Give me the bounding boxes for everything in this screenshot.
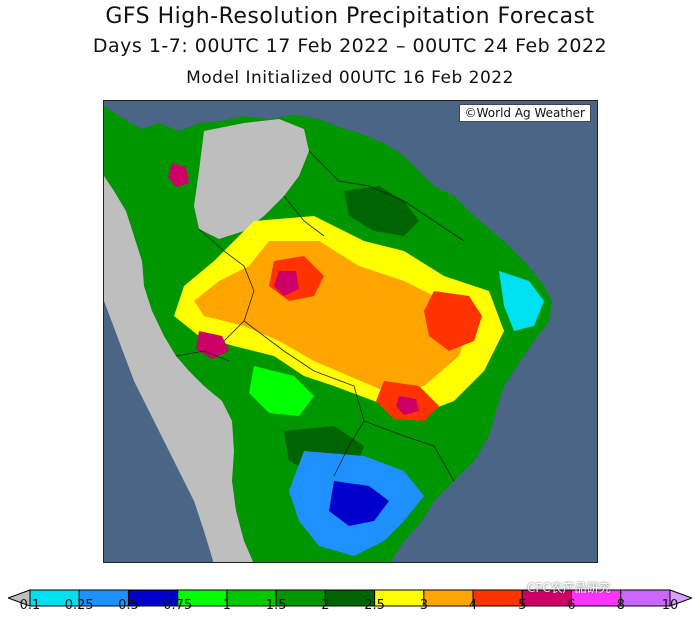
color-scale-tick-label: 2 xyxy=(321,598,330,613)
rain-magenta-west xyxy=(196,331,229,359)
country-borders xyxy=(175,150,465,482)
color-scale-bar xyxy=(8,589,692,607)
color-scale-tick-label: 6 xyxy=(567,598,576,613)
rain-red-northeast xyxy=(424,291,482,351)
color-scale-tick-label: 4 xyxy=(468,598,478,613)
color-scale-tick-label: 0.1 xyxy=(19,598,41,613)
chart-title: GFS High-Resolution Precipitation Foreca… xyxy=(105,4,595,29)
rain-magenta-colombia xyxy=(168,163,189,187)
rain-orange xyxy=(194,241,469,391)
precipitation-map: ©World Ag Weather xyxy=(103,100,598,563)
map-credit: ©World Ag Weather xyxy=(458,104,591,122)
rain-darkblue-south xyxy=(329,481,389,526)
dry-west-coast xyxy=(104,176,254,562)
dry-venezuela xyxy=(194,119,309,239)
color-scale-tick-label: 10 xyxy=(661,598,679,613)
color-scale-tick-label: 3 xyxy=(419,598,428,613)
map-canvas xyxy=(104,101,597,562)
rain-cyan-northeast xyxy=(499,271,544,331)
color-scale-tick-label: 0.5 xyxy=(118,598,139,613)
forecast-period: Days 1-7: 00UTC 17 Feb 2022 – 00UTC 24 F… xyxy=(92,35,608,57)
rain-magenta-north xyxy=(274,271,299,296)
watermark: CFC农产品研究 xyxy=(527,581,611,595)
amazon-dark-green xyxy=(344,186,419,236)
rain-magenta-central xyxy=(396,396,419,415)
above-range-triangle xyxy=(669,589,692,607)
color-scale-tick-label: 0.75 xyxy=(163,598,193,613)
color-scale-tick-label: 0.25 xyxy=(64,598,94,613)
color-scale-tick-label: 5 xyxy=(518,598,527,613)
color-scale-tick-label: 1 xyxy=(222,598,232,613)
rain-bright-green xyxy=(249,366,314,416)
color-scale-ticks: 0.1 0.25 0.5 0.75 1 1.5 2 2.5 3 4 5 6 8 10 xyxy=(0,598,700,618)
color-scale-tick-label: 8 xyxy=(616,598,625,613)
color-scale-tick-label: 1.5 xyxy=(265,598,287,613)
color-scale-tick-label: 2.5 xyxy=(364,598,385,613)
model-initialized: Model Initialized 00UTC 16 Feb 2022 xyxy=(186,68,514,88)
